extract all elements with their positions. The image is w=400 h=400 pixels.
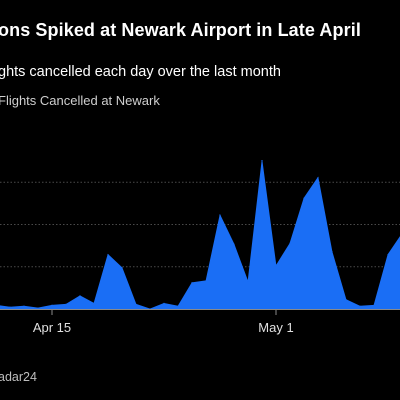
data-point	[65, 303, 67, 305]
data-point	[233, 243, 235, 245]
data-point	[359, 305, 361, 307]
series-area-flights-cancelled	[0, 160, 400, 310]
data-point	[205, 280, 207, 282]
data-point	[163, 302, 165, 304]
data-point	[345, 299, 347, 301]
data-point	[37, 307, 39, 309]
data-point	[9, 306, 11, 308]
data-point	[121, 267, 123, 269]
data-point	[387, 253, 389, 256]
data-point	[317, 176, 319, 179]
data-point	[373, 304, 375, 306]
data-point	[219, 214, 221, 216]
data-point	[303, 197, 305, 199]
chart-subtitle: ghts cancelled each day over the last mo…	[0, 64, 281, 80]
data-point	[331, 251, 333, 253]
data-point	[79, 295, 81, 297]
legend-label: Flights Cancelled at Newark	[0, 93, 160, 108]
data-point	[177, 305, 179, 307]
source-note: adar24	[0, 370, 37, 384]
data-point	[93, 302, 95, 304]
x-axis: Apr 15 May 1	[0, 309, 400, 335]
plot-area	[0, 160, 400, 310]
data-point	[261, 160, 263, 162]
data-point	[51, 304, 53, 306]
chart-title: ons Spiked at Newark Airport in Late Apr…	[0, 20, 361, 40]
data-point	[23, 305, 25, 307]
data-point	[275, 265, 277, 267]
data-point	[107, 253, 109, 256]
data-point	[191, 282, 193, 284]
data-point	[247, 281, 249, 283]
grid-lines	[0, 181, 400, 268]
data-point	[135, 303, 137, 305]
data-point	[289, 242, 291, 244]
x-tick-label: Apr 15	[33, 320, 71, 335]
x-tick-label: May 1	[258, 320, 293, 335]
